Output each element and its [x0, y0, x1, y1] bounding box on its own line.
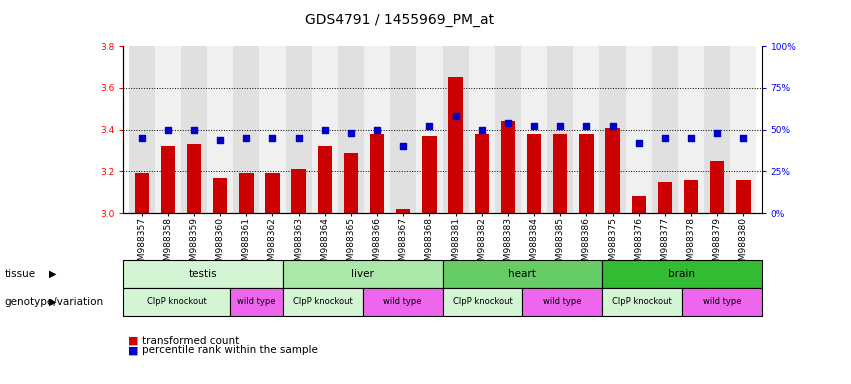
Text: ■: ■ [128, 336, 138, 346]
Text: GDS4791 / 1455969_PM_at: GDS4791 / 1455969_PM_at [306, 13, 494, 27]
Point [318, 127, 332, 133]
Bar [391, 46, 416, 213]
Point [397, 143, 410, 149]
Bar [730, 46, 757, 213]
Text: percentile rank within the sample: percentile rank within the sample [142, 345, 318, 355]
Bar [443, 46, 469, 213]
Bar [658, 182, 672, 213]
Bar [448, 78, 463, 213]
Bar [469, 46, 494, 213]
Text: genotype/variation: genotype/variation [4, 297, 103, 307]
Point [214, 137, 227, 143]
Bar [736, 180, 751, 213]
Point [448, 113, 462, 119]
Point [632, 140, 646, 146]
Text: ClpP knockout: ClpP knockout [612, 297, 671, 306]
Bar [266, 174, 280, 213]
Bar [317, 146, 332, 213]
Text: tissue: tissue [4, 269, 36, 279]
Point [266, 135, 279, 141]
Text: liver: liver [351, 269, 374, 279]
Point [658, 135, 671, 141]
Point [292, 135, 306, 141]
Point [606, 123, 620, 129]
Bar [239, 174, 254, 213]
Point [736, 135, 750, 141]
Point [711, 130, 724, 136]
Text: wild type: wild type [703, 297, 741, 306]
Text: testis: testis [189, 269, 218, 279]
Bar [625, 46, 652, 213]
Bar [233, 46, 260, 213]
Text: brain: brain [668, 269, 695, 279]
Bar [652, 46, 678, 213]
Text: heart: heart [508, 269, 536, 279]
Point [501, 120, 515, 126]
Bar [134, 174, 149, 213]
Point [684, 135, 698, 141]
Text: ClpP knockout: ClpP knockout [146, 297, 207, 306]
Text: ClpP knockout: ClpP knockout [453, 297, 512, 306]
Bar [291, 169, 306, 213]
Bar [286, 46, 311, 213]
Bar [547, 46, 574, 213]
Point [423, 123, 437, 129]
Bar [422, 136, 437, 213]
Bar [678, 46, 704, 213]
Point [553, 123, 567, 129]
Bar [599, 46, 625, 213]
Bar [704, 46, 730, 213]
Bar [181, 46, 207, 213]
Point [528, 123, 541, 129]
Bar [370, 134, 385, 213]
Bar [580, 134, 594, 213]
Bar [344, 152, 358, 213]
Bar [311, 46, 338, 213]
Bar [475, 134, 489, 213]
Point [370, 127, 384, 133]
Bar [631, 197, 646, 213]
Bar [500, 121, 515, 213]
Bar [605, 127, 620, 213]
Point [344, 130, 357, 136]
Bar [396, 209, 410, 213]
Point [580, 123, 593, 129]
Bar [129, 46, 155, 213]
Bar [187, 144, 201, 213]
Text: ■: ■ [128, 345, 138, 355]
Point [475, 127, 488, 133]
Text: ▶: ▶ [49, 297, 57, 307]
Bar [684, 180, 698, 213]
Point [135, 135, 149, 141]
Text: wild type: wild type [384, 297, 422, 306]
Bar [416, 46, 443, 213]
Text: wild type: wild type [237, 297, 276, 306]
Bar [338, 46, 364, 213]
Bar [364, 46, 391, 213]
Point [161, 127, 174, 133]
Bar [260, 46, 286, 213]
Bar [527, 134, 541, 213]
Bar [574, 46, 599, 213]
Point [239, 135, 253, 141]
Text: wild type: wild type [543, 297, 581, 306]
Text: ▶: ▶ [49, 269, 57, 279]
Text: ClpP knockout: ClpP knockout [293, 297, 352, 306]
Bar [161, 146, 175, 213]
Bar [207, 46, 233, 213]
Bar [494, 46, 521, 213]
Text: transformed count: transformed count [142, 336, 239, 346]
Bar [710, 161, 724, 213]
Bar [213, 178, 227, 213]
Bar [553, 134, 568, 213]
Bar [155, 46, 181, 213]
Point [187, 127, 201, 133]
Bar [521, 46, 547, 213]
